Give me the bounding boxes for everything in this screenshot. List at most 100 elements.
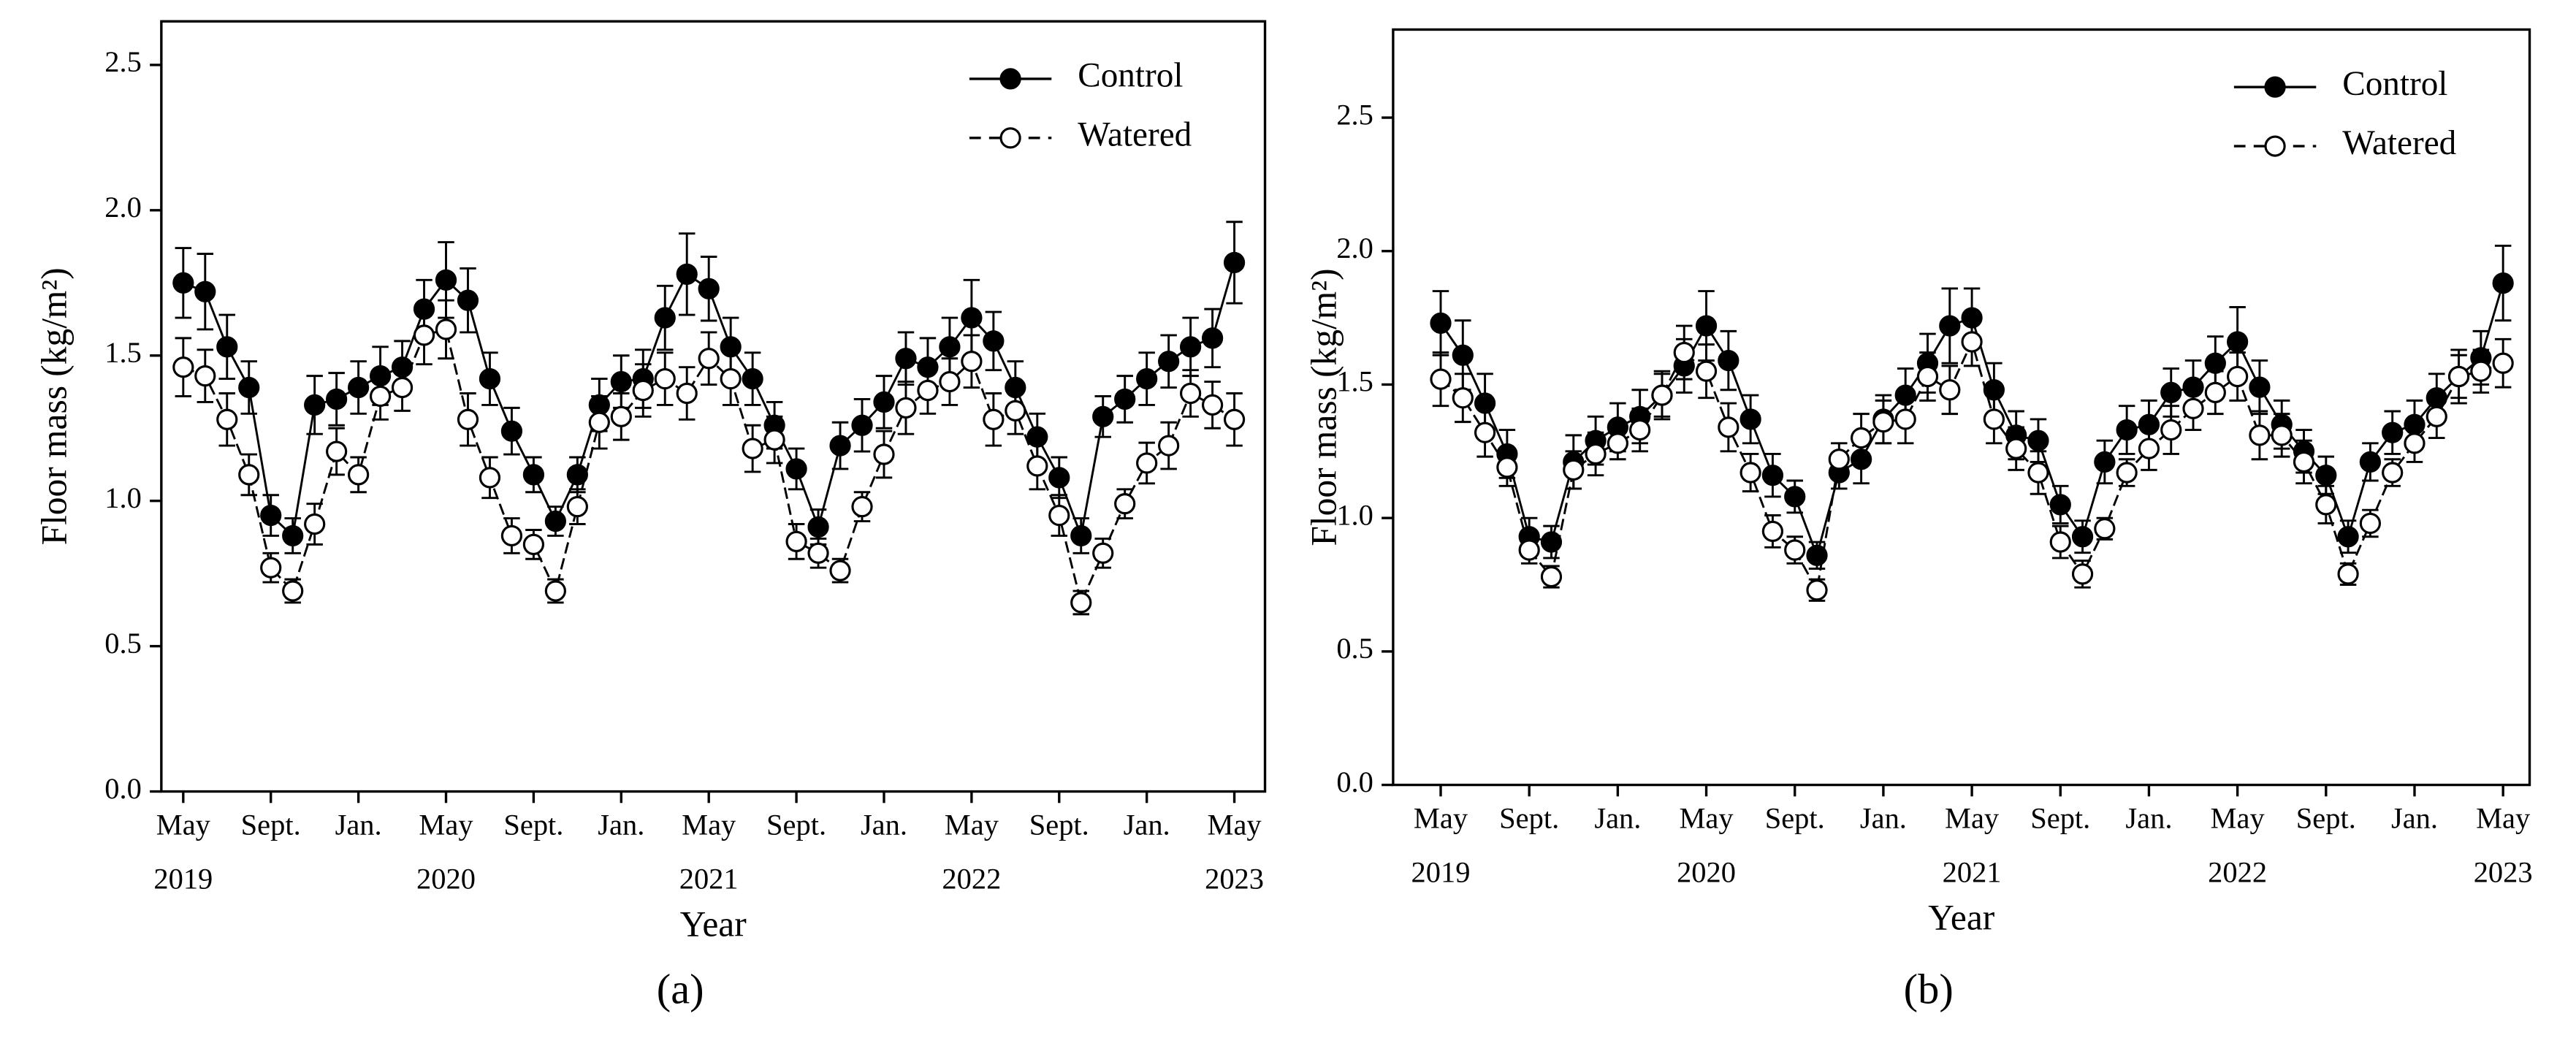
data-point: [1806, 579, 1828, 601]
x-tick-label: Sept.: [503, 808, 563, 841]
data-point: [1201, 394, 1224, 416]
data-point: [1452, 387, 1474, 409]
data-point: [1452, 344, 1474, 366]
legend-marker: [2264, 135, 2286, 157]
data-point: [1540, 565, 1563, 588]
data-point: [1695, 360, 1718, 382]
data-point: [2404, 432, 2426, 454]
legend-label: Control: [2342, 65, 2447, 103]
data-point: [2027, 462, 2049, 484]
data-point: [347, 464, 370, 486]
data-point: [479, 367, 501, 390]
data-point: [1048, 504, 1070, 527]
data-point: [1872, 411, 1894, 433]
data-point: [2382, 421, 2404, 443]
data-point: [807, 542, 829, 564]
data-point: [895, 397, 917, 419]
data-point: [632, 379, 654, 402]
data-point: [544, 580, 566, 602]
y-tick-label: 2.5: [1336, 98, 1373, 131]
legend-marker: [999, 68, 1021, 90]
x-tick-label: Sept.: [2296, 801, 2356, 834]
data-point: [676, 382, 698, 405]
data-point: [1784, 486, 1806, 508]
y-tick-label: 1.0: [104, 481, 142, 514]
data-point: [2337, 526, 2359, 548]
data-point: [829, 435, 851, 457]
data-point: [2027, 430, 2049, 451]
legend-label: Watered: [2342, 124, 2456, 162]
data-point: [326, 440, 348, 462]
data-point: [961, 307, 983, 329]
data-point: [1092, 542, 1114, 564]
data-point: [194, 365, 216, 387]
data-point: [785, 458, 807, 480]
y-tick-label: 0.0: [104, 772, 142, 805]
year-label: 2020: [1677, 855, 1736, 888]
data-point: [391, 376, 414, 399]
data-point: [1961, 331, 1983, 353]
data-point: [1718, 349, 1739, 372]
x-tick-label: Jan.: [335, 808, 382, 841]
data-point: [2492, 272, 2514, 294]
data-point: [1474, 421, 1496, 443]
data-point: [260, 504, 282, 527]
x-tick-label: Jan.: [598, 808, 644, 841]
year-label: 2023: [2474, 855, 2533, 888]
data-point: [807, 516, 829, 538]
x-axis-label: Year: [1928, 897, 1995, 937]
data-point: [2204, 352, 2226, 374]
data-point: [917, 379, 939, 402]
data-point: [698, 348, 720, 370]
y-tick-label: 1.0: [1336, 498, 1373, 531]
year-label: 2019: [153, 862, 213, 895]
legend-marker: [2264, 76, 2286, 98]
data-point: [1629, 419, 1651, 441]
plot-frame: [1392, 28, 2531, 787]
data-point: [2249, 424, 2271, 446]
data-point: [479, 467, 501, 489]
x-tick-label: May: [156, 808, 211, 841]
data-point: [1430, 368, 1452, 390]
data-point: [1916, 365, 1939, 388]
data-point: [172, 356, 194, 378]
data-point: [435, 269, 457, 291]
data-point: [939, 370, 961, 393]
y-tick-label: 0.0: [1336, 766, 1373, 798]
data-point: [785, 530, 807, 553]
data-point: [2249, 376, 2271, 398]
data-point: [1761, 465, 1784, 486]
data-point: [1563, 459, 1585, 481]
data-point: [326, 388, 348, 411]
y-axis-label: Floor mass (kg/m²): [34, 267, 75, 545]
data-point: [2470, 360, 2492, 382]
x-tick-label: Sept.: [1765, 801, 1825, 834]
data-point: [2204, 381, 2226, 404]
data-point: [1518, 539, 1540, 561]
data-point: [763, 429, 785, 451]
data-point: [1607, 432, 1628, 454]
x-tick-label: May: [682, 808, 736, 841]
legend-label: Control: [1078, 57, 1183, 95]
data-point: [2315, 494, 2337, 516]
legend-marker: [999, 127, 1021, 149]
data-point: [2337, 563, 2359, 585]
data-point: [2116, 462, 2138, 484]
data-point: [2138, 438, 2160, 459]
panel-label: (a): [657, 965, 704, 1012]
data-point: [1739, 408, 1761, 430]
data-point: [457, 289, 479, 311]
data-point: [895, 348, 917, 370]
x-tick-label: Sept.: [766, 808, 826, 841]
data-point: [544, 510, 566, 532]
data-point: [522, 464, 545, 486]
data-point: [1048, 467, 1070, 489]
data-point: [2182, 397, 2204, 419]
data-point: [851, 414, 873, 436]
data-point: [2271, 424, 2293, 446]
data-point: [2227, 365, 2249, 388]
data-point: [720, 367, 742, 390]
year-label: 2019: [1411, 855, 1471, 888]
x-tick-label: May: [1414, 801, 1468, 834]
